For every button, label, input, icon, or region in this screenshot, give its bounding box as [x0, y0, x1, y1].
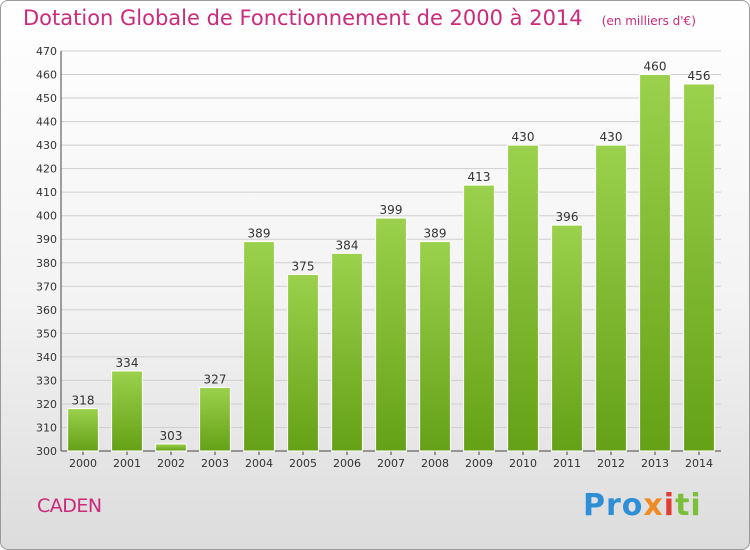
y-tick-label: 330 — [36, 374, 57, 387]
logo-part-2: x — [643, 488, 664, 523]
chart-unit-text: (en milliers d'€) — [601, 14, 696, 28]
data-label-2012: 430 — [600, 130, 623, 144]
data-label-2000: 318 — [72, 394, 95, 408]
chart-title: Dotation Globale de Fonctionnement de 20… — [23, 6, 696, 30]
y-tick-label: 360 — [36, 304, 57, 317]
logo-part-1: Pro — [583, 488, 644, 523]
y-tick-label: 450 — [36, 92, 57, 105]
y-tick-label: 460 — [36, 69, 57, 82]
data-label-2009: 413 — [468, 170, 491, 184]
x-tick-label-2013: 2013 — [641, 457, 669, 470]
x-tick-label-2009: 2009 — [465, 457, 493, 470]
data-label-2002: 303 — [160, 429, 183, 443]
y-tick-label: 350 — [36, 327, 57, 340]
bar-2001 — [111, 370, 143, 452]
x-tick-label-2014: 2014 — [685, 457, 713, 470]
data-label-2006: 384 — [336, 238, 359, 252]
data-label-2007: 399 — [380, 203, 403, 217]
chart-title-text: Dotation Globale de Fonctionnement de 20… — [23, 6, 583, 30]
x-tick-label-2011: 2011 — [553, 457, 581, 470]
bar-2005 — [287, 274, 319, 452]
x-tick-label-2000: 2000 — [69, 457, 97, 470]
data-label-2001: 334 — [116, 356, 139, 370]
x-tick-label-2005: 2005 — [289, 457, 317, 470]
bar-2009 — [463, 184, 495, 452]
x-tick-label-2001: 2001 — [113, 457, 141, 470]
y-tick-label: 430 — [36, 139, 57, 152]
logo-part-4: ti — [675, 488, 702, 523]
y-tick-label: 320 — [36, 398, 57, 411]
bar-2010 — [507, 144, 539, 452]
y-tick-label: 410 — [36, 186, 57, 199]
bar-2002 — [155, 443, 187, 452]
bar-2007 — [375, 217, 407, 452]
bar-2011 — [551, 224, 583, 452]
y-tick-label: 400 — [36, 210, 57, 223]
bar-2000 — [67, 408, 99, 452]
data-label-2011: 396 — [556, 210, 579, 224]
y-tick-label: 300 — [36, 445, 57, 458]
data-label-2003: 327 — [204, 372, 227, 386]
y-tick-label: 310 — [36, 421, 57, 434]
place-name: CADEN — [37, 495, 102, 517]
y-tick-label: 420 — [36, 163, 57, 176]
y-tick-label: 340 — [36, 351, 57, 364]
x-tick-label-2010: 2010 — [509, 457, 537, 470]
logo-part-3: i — [663, 488, 676, 523]
x-tick-label-2008: 2008 — [421, 457, 449, 470]
x-tick-label-2002: 2002 — [157, 457, 185, 470]
bar-2008 — [419, 241, 451, 452]
data-label-2013: 460 — [644, 60, 667, 74]
bar-2006 — [331, 252, 363, 452]
data-label-2010: 430 — [512, 130, 535, 144]
x-tick-label-2007: 2007 — [377, 457, 405, 470]
data-label-2004: 389 — [248, 227, 271, 241]
bars — [67, 74, 715, 452]
y-tick-label: 370 — [36, 280, 57, 293]
bar-2012 — [595, 144, 627, 452]
bar-2013 — [639, 74, 671, 452]
data-label-2014: 456 — [688, 69, 711, 83]
data-label-2005: 375 — [292, 260, 315, 274]
labels: 300 310 320 330 340 350 360 370 380 390 400 410 420 4… — [36, 45, 713, 470]
x-tick-label-2012: 2012 — [597, 457, 625, 470]
bar-2004 — [243, 241, 275, 452]
y-tick-label: 440 — [36, 116, 57, 129]
y-tick-label: 380 — [36, 257, 57, 270]
x-tick-label-2004: 2004 — [245, 457, 273, 470]
bar-2014 — [683, 83, 715, 452]
data-label-2008: 389 — [424, 227, 447, 241]
y-tick-label: 390 — [36, 233, 57, 246]
y-tick-label: 470 — [36, 45, 57, 58]
x-tick-label-2003: 2003 — [201, 457, 229, 470]
proxiti-logo: Proxiti — [583, 488, 702, 523]
x-tick-label-2006: 2006 — [333, 457, 361, 470]
bar-2003 — [199, 386, 231, 452]
